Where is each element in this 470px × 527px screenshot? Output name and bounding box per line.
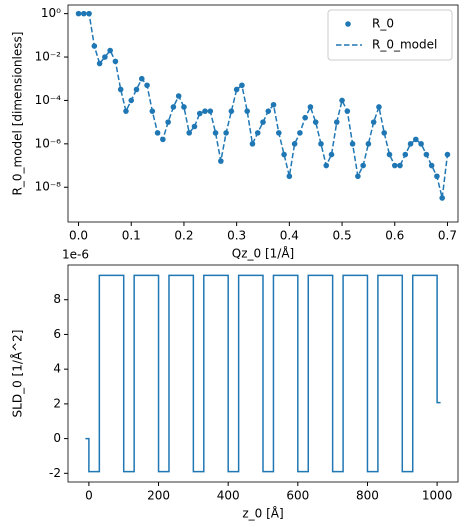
x-tick-label: 0.2: [174, 229, 193, 243]
data-point: [212, 130, 219, 136]
legend-label: R_0_model: [372, 38, 437, 52]
x-tick-label: 0.5: [333, 229, 352, 243]
x-tick-label: 600: [286, 489, 309, 503]
y-tick-label: 10⁻⁴: [35, 93, 62, 107]
data-line: [85, 274, 441, 473]
data-point: [96, 60, 103, 67]
data-point: [233, 86, 240, 93]
y-tick-label: 0: [53, 431, 61, 445]
data-point: [397, 162, 403, 169]
data-point: [312, 119, 319, 125]
x-tick-label: 1000: [422, 489, 453, 503]
data-point: [328, 151, 335, 158]
y-tick-label: 10⁻²: [35, 50, 62, 64]
x-tick-label: 800: [356, 489, 379, 503]
x-axis-label: z_0 [Å]: [242, 506, 283, 521]
offset-text: 1e-6: [62, 248, 89, 262]
x-tick-label: 0.4: [280, 229, 299, 243]
x-tick-label: 200: [147, 489, 170, 503]
x-tick-label: 0.1: [122, 229, 141, 243]
legend-box: [327, 9, 453, 61]
data-point: [181, 104, 187, 110]
y-tick-label: 8: [53, 292, 61, 306]
x-tick-label: 0.0: [69, 229, 88, 243]
data-point: [286, 173, 293, 180]
axes-frame: [67, 4, 459, 223]
legend-marker: [345, 21, 351, 27]
data-line: [78, 12, 449, 199]
data-point: [133, 86, 140, 93]
y-tick-label: 10⁻⁶: [35, 136, 62, 150]
y-axis-label: SLD_0 [1/Å^2]: [10, 330, 25, 418]
y-axis-label: R_0_model [dimensionless]: [11, 32, 25, 196]
x-tick-label: 0.6: [385, 229, 404, 243]
x-tick-label: 0.7: [438, 229, 457, 243]
x-tick-label: 400: [217, 489, 240, 503]
legend-label: R_0: [372, 17, 394, 31]
x-tick-label: 0: [85, 489, 93, 503]
x-axis-label: Qz_0 [1/Å]: [232, 246, 294, 261]
x-tick-label: 0.3: [227, 229, 246, 243]
y-tick-label: 10⁻⁸: [35, 180, 62, 194]
y-tick-label: 2: [53, 396, 61, 410]
y-tick-label: 4: [53, 362, 61, 376]
y-tick-label: 6: [53, 327, 61, 341]
data-point: [244, 108, 250, 114]
y-tick-label: 10⁰: [41, 6, 61, 20]
data-point: [281, 151, 287, 158]
data-point: [228, 108, 235, 114]
data-point: [365, 141, 372, 147]
data-point: [428, 162, 435, 169]
axes-frame: [67, 264, 459, 483]
data-point: [381, 130, 388, 136]
y-tick-label: -2: [49, 466, 61, 480]
data-point: [117, 86, 124, 93]
